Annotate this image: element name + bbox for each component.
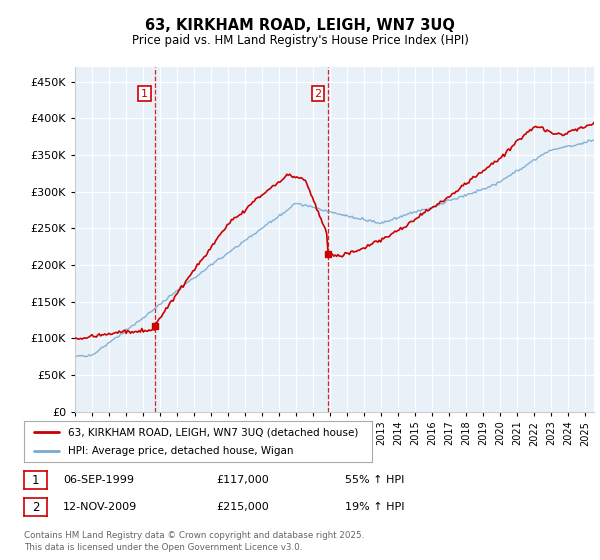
Text: 63, KIRKHAM ROAD, LEIGH, WN7 3UQ: 63, KIRKHAM ROAD, LEIGH, WN7 3UQ	[145, 18, 455, 32]
Text: Contains HM Land Registry data © Crown copyright and database right 2025.
This d: Contains HM Land Registry data © Crown c…	[24, 531, 364, 552]
Text: £117,000: £117,000	[216, 475, 269, 485]
Text: 06-SEP-1999: 06-SEP-1999	[63, 475, 134, 485]
Text: HPI: Average price, detached house, Wigan: HPI: Average price, detached house, Wiga…	[67, 446, 293, 456]
Text: 12-NOV-2009: 12-NOV-2009	[63, 502, 137, 512]
Text: Price paid vs. HM Land Registry's House Price Index (HPI): Price paid vs. HM Land Registry's House …	[131, 34, 469, 47]
Text: 63, KIRKHAM ROAD, LEIGH, WN7 3UQ (detached house): 63, KIRKHAM ROAD, LEIGH, WN7 3UQ (detach…	[67, 427, 358, 437]
Text: 1: 1	[141, 88, 148, 99]
Text: £215,000: £215,000	[216, 502, 269, 512]
Text: 1: 1	[32, 474, 39, 487]
Text: 55% ↑ HPI: 55% ↑ HPI	[345, 475, 404, 485]
Text: 19% ↑ HPI: 19% ↑ HPI	[345, 502, 404, 512]
Text: 2: 2	[32, 501, 39, 514]
Text: 2: 2	[314, 88, 322, 99]
